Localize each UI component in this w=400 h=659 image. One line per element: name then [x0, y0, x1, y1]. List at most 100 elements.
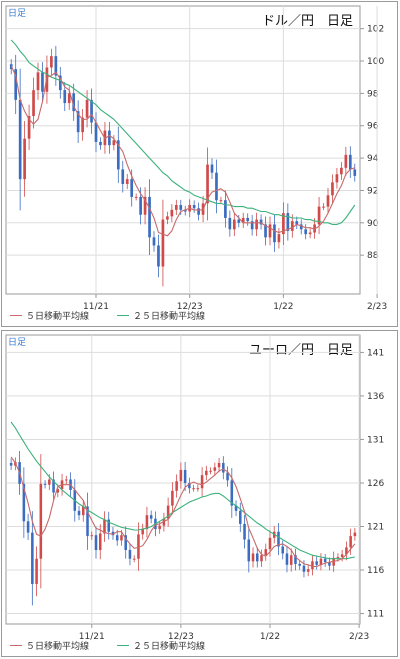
candle-body [115, 535, 119, 541]
candle-body [120, 535, 123, 541]
candle-body [192, 488, 195, 490]
legend-ma5-label: ５日移動平均線 [26, 312, 90, 322]
candle-body [308, 232, 312, 235]
candle-body [348, 154, 352, 170]
candle-body [27, 116, 31, 139]
candle-body [243, 523, 246, 540]
candle-body [86, 506, 89, 537]
y-tick-label: 100 [367, 57, 384, 67]
y-tick-label: 88 [367, 251, 379, 261]
candle-body [197, 208, 200, 215]
candle-body [313, 224, 316, 233]
x-tick-label: 2/23 [349, 632, 369, 642]
chart-period-tag: 日足 [8, 338, 27, 348]
candle-body [183, 209, 187, 212]
y-tick-label: 136 [367, 392, 384, 402]
candle-body [76, 111, 80, 133]
candle-body [139, 196, 142, 215]
candle-body [331, 182, 334, 196]
candle-body [43, 483, 47, 485]
candle-body [281, 546, 285, 554]
candle-body [125, 179, 129, 184]
candle-body [52, 479, 55, 493]
candle-body [157, 245, 160, 267]
candle-body [134, 196, 138, 198]
candle-body [26, 521, 30, 533]
x-tick-label: 12/23 [168, 632, 194, 642]
candle-body [228, 217, 232, 230]
candle-body [192, 205, 196, 209]
candle-body [54, 56, 58, 76]
legend-ma25-label: ２５日移動平均線 [133, 642, 206, 652]
candle-body [200, 475, 204, 489]
chart-legend: ５日移動平均線 ２５日移動平均線 [10, 639, 205, 652]
candle-body [111, 531, 115, 536]
y-tick-label: 141 [367, 348, 384, 358]
candle-body [289, 555, 293, 565]
legend-ma25-swatch [117, 315, 130, 316]
candle-body [143, 196, 147, 215]
candle-body [98, 533, 102, 551]
candle-body [209, 470, 212, 472]
candle-body [174, 205, 178, 210]
candle-body [251, 553, 255, 562]
candle-body [166, 216, 169, 220]
candle-body [196, 488, 200, 490]
candle-body [340, 554, 344, 557]
candle-body [170, 209, 174, 217]
candle-body [31, 532, 34, 584]
candle-body [247, 539, 251, 562]
candle-body [130, 179, 134, 197]
candle-body [161, 219, 165, 267]
candle-body [107, 519, 111, 532]
candle-body [230, 480, 234, 506]
candle-body [282, 213, 285, 235]
candle-body [183, 469, 187, 483]
candle-body [326, 195, 330, 207]
candle-body [353, 532, 357, 537]
x-tick-label: 1/22 [273, 302, 293, 312]
x-tick-label: 11/21 [83, 302, 109, 312]
eurjpy-chart-svg: 111 116 121 126 131 136 141 11/21 12/23 1/22 2/23 [5, 334, 384, 642]
candle-body [302, 565, 306, 572]
candle-body [90, 99, 93, 123]
candle-body [239, 510, 242, 524]
candle-body [67, 93, 71, 104]
chart-period-tag: 日足 [8, 9, 27, 19]
candle-body [273, 224, 276, 243]
candle-body [222, 462, 225, 473]
candle-body [72, 93, 76, 112]
candle-body [103, 519, 106, 534]
usdjpy-chart-panel: 日足 ドル／円 日足 88 90 92 94 96 98 100 102 11/21 12/23 1… [1, 1, 398, 327]
plot-area [5, 334, 361, 625]
ma25-line [10, 421, 356, 560]
candle-body [217, 462, 221, 468]
candle-body [219, 200, 223, 202]
candle-body [311, 561, 314, 570]
candle-body [255, 219, 258, 230]
legend-ma25: ２５日移動平均線 [117, 639, 205, 652]
candle-body [81, 117, 84, 133]
candle-body [148, 196, 151, 238]
candle-body [232, 219, 236, 230]
candle-body [179, 469, 183, 482]
candle-body [213, 467, 217, 471]
candle-body [298, 563, 301, 566]
candle-body [268, 224, 272, 238]
candle-body [268, 537, 272, 550]
candle-body [255, 553, 259, 562]
candle-body [90, 535, 94, 537]
legend-ma25-label: ２５日移動平均線 [133, 312, 206, 322]
candle-body [85, 99, 89, 118]
candle-body [323, 558, 327, 563]
candle-body [328, 562, 331, 566]
candle-body [277, 234, 281, 243]
candle-body [210, 164, 214, 173]
candle-body [335, 174, 339, 183]
y-tick-label: 111 [367, 610, 384, 620]
candle-body [41, 72, 44, 92]
y-tick-label: 121 [367, 523, 384, 533]
candle-body [22, 483, 26, 522]
candle-body [260, 555, 263, 562]
candle-body [345, 547, 348, 555]
